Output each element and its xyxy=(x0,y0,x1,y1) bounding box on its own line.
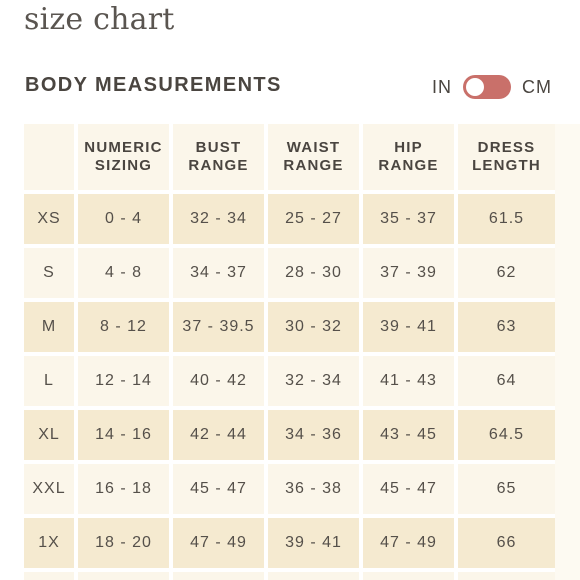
waist-range-cell: 32 - 34 xyxy=(268,356,363,410)
hip-range-cell: 35 - 37 xyxy=(363,194,458,248)
section-title: BODY MEASUREMENTS xyxy=(25,74,282,96)
dress-length-cell: 64 xyxy=(458,356,555,410)
hip-range-cell: 41 - 43 xyxy=(363,356,458,410)
table-row-partial xyxy=(458,572,555,580)
table-header-hip-range: HIP RANGE xyxy=(363,124,458,194)
hip-range-cell: 47 - 49 xyxy=(363,518,458,572)
dress-length-cell: 63 xyxy=(458,302,555,356)
dress-length-cell: 62 xyxy=(458,248,555,302)
numeric-sizing-cell: 12 - 14 xyxy=(78,356,173,410)
hip-range-cell: 39 - 41 xyxy=(363,302,458,356)
table-row-partial xyxy=(173,572,268,580)
table-header-corner xyxy=(24,124,78,194)
waist-range-cell: 28 - 30 xyxy=(268,248,363,302)
header-line: RANGE xyxy=(378,157,439,174)
unit-switch[interactable] xyxy=(463,75,511,99)
size-label: XS xyxy=(24,194,78,248)
bust-range-cell: 34 - 37 xyxy=(173,248,268,302)
waist-range-cell: 25 - 27 xyxy=(268,194,363,248)
hip-range-cell: 43 - 45 xyxy=(363,410,458,464)
numeric-sizing-cell: 8 - 12 xyxy=(78,302,173,356)
table-header-numeric-sizing: NUMERIC SIZING xyxy=(78,124,173,194)
size-label: XXL xyxy=(24,464,78,518)
unit-label-in[interactable]: IN xyxy=(432,76,452,97)
dress-length-cell: 65 xyxy=(458,464,555,518)
table-header-waist-range: WAIST RANGE xyxy=(268,124,363,194)
waist-range-cell: 34 - 36 xyxy=(268,410,363,464)
size-label: L xyxy=(24,356,78,410)
switch-knob xyxy=(466,78,484,96)
bust-range-cell: 32 - 34 xyxy=(173,194,268,248)
numeric-sizing-cell: 16 - 18 xyxy=(78,464,173,518)
table-row-partial xyxy=(363,572,458,580)
size-label: 1X xyxy=(24,518,78,572)
header-line: RANGE xyxy=(283,157,344,174)
bust-range-cell: 45 - 47 xyxy=(173,464,268,518)
header-line: DRESS xyxy=(477,139,536,156)
dress-length-cell: 66 xyxy=(458,518,555,572)
header-line: NUMERIC xyxy=(84,139,163,156)
table-header-dress-length: DRESS LENGTH xyxy=(458,124,555,194)
page-title: size chart xyxy=(24,2,175,37)
dress-length-cell: 64.5 xyxy=(458,410,555,464)
size-label: M xyxy=(24,302,78,356)
table-row-partial xyxy=(78,572,173,580)
waist-range-cell: 36 - 38 xyxy=(268,464,363,518)
header-line: SIZING xyxy=(94,157,153,174)
waist-range-cell: 39 - 41 xyxy=(268,518,363,572)
table-header-bust-range: BUST RANGE xyxy=(173,124,268,194)
hip-range-cell: 37 - 39 xyxy=(363,248,458,302)
header-line: WAIST xyxy=(286,139,341,156)
size-label: S xyxy=(24,248,78,302)
hip-range-cell: 45 - 47 xyxy=(363,464,458,518)
waist-range-cell: 30 - 32 xyxy=(268,302,363,356)
bust-range-cell: 42 - 44 xyxy=(173,410,268,464)
table-row-partial xyxy=(24,572,78,580)
numeric-sizing-cell: 18 - 20 xyxy=(78,518,173,572)
header-line: HIP xyxy=(394,139,423,156)
unit-label-cm[interactable]: CM xyxy=(522,76,552,97)
numeric-sizing-cell: 0 - 4 xyxy=(78,194,173,248)
size-label: XL xyxy=(24,410,78,464)
bust-range-cell: 47 - 49 xyxy=(173,518,268,572)
bust-range-cell: 40 - 42 xyxy=(173,356,268,410)
bust-range-cell: 37 - 39.5 xyxy=(173,302,268,356)
numeric-sizing-cell: 14 - 16 xyxy=(78,410,173,464)
table-row-partial xyxy=(268,572,363,580)
header-line: RANGE xyxy=(188,157,249,174)
dress-length-cell: 61.5 xyxy=(458,194,555,248)
header-line: BUST xyxy=(195,139,242,156)
header-line: LENGTH xyxy=(472,157,541,174)
unit-toggle: IN CM xyxy=(432,74,552,100)
numeric-sizing-cell: 4 - 8 xyxy=(78,248,173,302)
size-chart-table: NUMERIC SIZING BUST RANGE WAIST RANGE HI… xyxy=(24,124,580,580)
